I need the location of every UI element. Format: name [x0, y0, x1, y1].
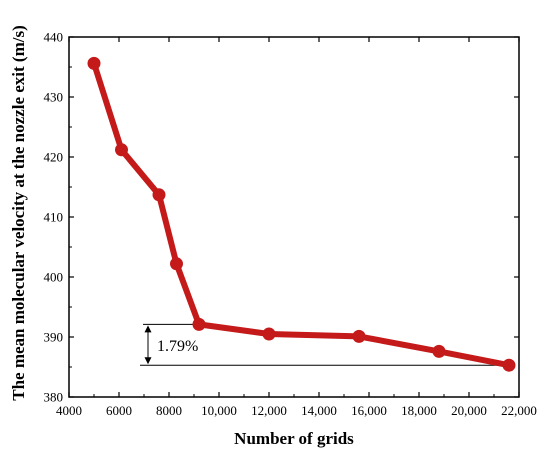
difference-arrow-head-up [144, 325, 152, 333]
x-tick-label: 16,000 [351, 403, 387, 418]
x-tick-label: 18,000 [401, 403, 437, 418]
data-point [115, 143, 128, 157]
x-tick-label: 6000 [106, 403, 132, 418]
data-point [87, 56, 101, 70]
difference-arrow-head-down [144, 357, 152, 365]
y-tick-label: 380 [44, 390, 64, 405]
y-axis-title: The mean molecular velocity at the nozzl… [9, 25, 28, 400]
series-group [87, 56, 516, 372]
x-tick-label: 20,000 [451, 403, 487, 418]
y-tick-label: 420 [44, 150, 64, 165]
x-tick-label: 8000 [156, 403, 182, 418]
y-tick-label: 440 [44, 30, 64, 45]
data-point [170, 257, 183, 271]
plot-frame [68, 36, 520, 398]
x-tick-label: 14,000 [301, 403, 337, 418]
series-line [91, 60, 512, 369]
data-point [352, 329, 366, 343]
x-axis-ticks: 4000 6000 8000 10,000 12,000 14,000 16,000 18,0… [56, 37, 537, 418]
x-axis-title: Number of grids [234, 429, 354, 448]
x-tick-label: 22,000 [501, 403, 537, 418]
y-axis-ticks: 380 390 400 410 420 430 440 [44, 30, 519, 405]
y-tick-label: 400 [44, 270, 64, 285]
difference-annotation: 1.79% [140, 323, 509, 366]
x-tick-label: 4000 [56, 403, 82, 418]
data-point [502, 358, 516, 372]
data-point [192, 317, 206, 331]
difference-label: 1.79% [157, 338, 198, 355]
y-tick-label: 390 [44, 330, 64, 345]
plot-border [68, 36, 520, 398]
data-point [432, 344, 446, 358]
y-tick-label: 430 [44, 90, 64, 105]
data-point [262, 327, 276, 341]
x-tick-label: 12,000 [251, 403, 287, 418]
y-tick-label: 410 [44, 210, 64, 225]
data-point [152, 188, 166, 202]
x-tick-label: 10,000 [201, 403, 237, 418]
